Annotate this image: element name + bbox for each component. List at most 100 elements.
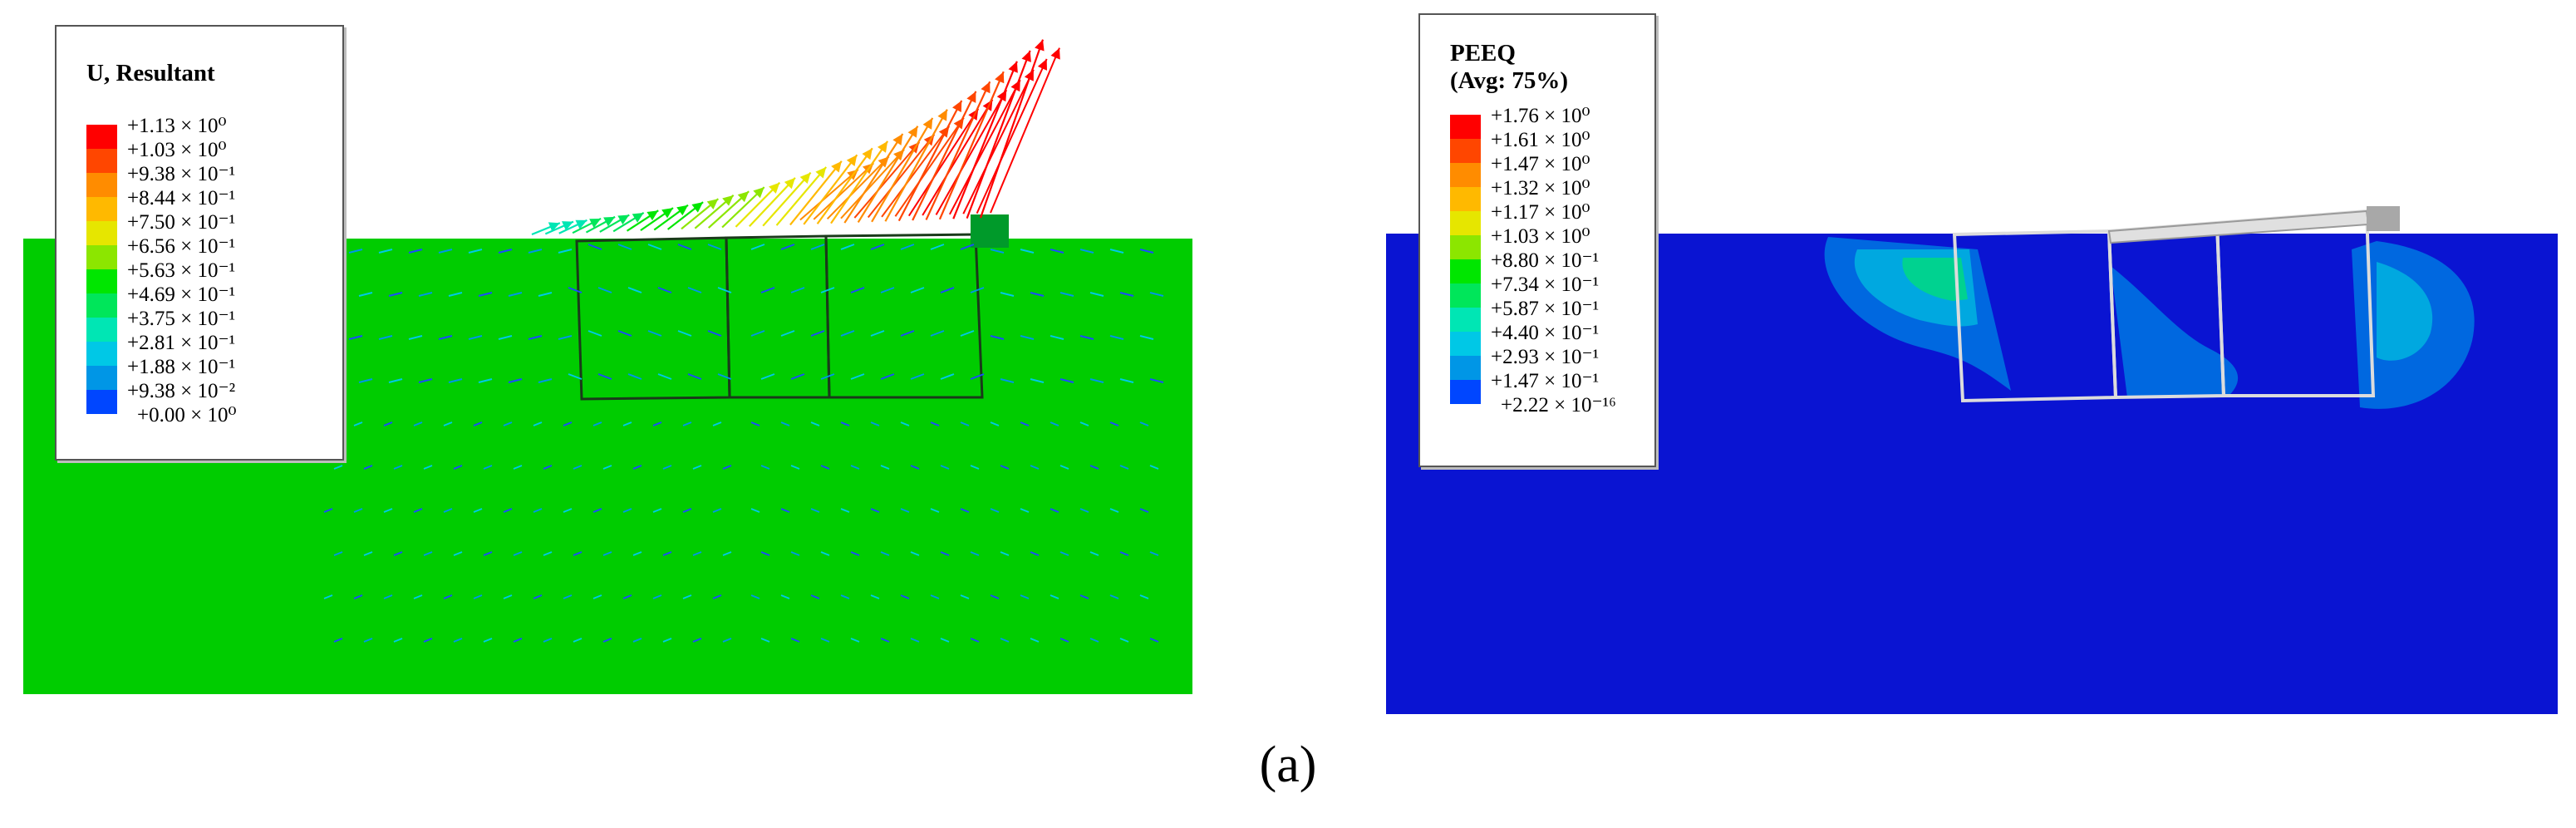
vector-arrowhead: [1021, 50, 1031, 62]
right-legend-label: +8.80 × 10⁻¹: [1491, 249, 1600, 272]
soil-vector: [323, 594, 333, 599]
soil-vector: [503, 421, 513, 426]
soil-vector: [820, 465, 830, 470]
soil-vector: [960, 330, 975, 337]
left-legend-label: +7.50 × 10⁻¹: [127, 210, 236, 234]
soil-vector: [333, 465, 343, 470]
soil-vector: [910, 638, 920, 643]
displacement-vector: [871, 117, 934, 223]
soil-vector: [602, 551, 612, 556]
soil-vector: [840, 508, 850, 513]
soil-vector: [1149, 378, 1164, 383]
displacement-vector: [762, 171, 812, 227]
soil-vector: [1149, 292, 1164, 297]
left-legend: U, Resultant +1.13 × 10⁰ +1.03 × 10⁰ +9.38…: [55, 25, 344, 461]
soil-vector: [453, 638, 463, 643]
soil-vector: [1059, 551, 1069, 556]
soil-vector: [1079, 594, 1089, 599]
soil-vector: [750, 421, 760, 426]
vector-arrowhead: [966, 91, 976, 103]
soil-vector: [418, 378, 433, 383]
soil-vector: [880, 465, 890, 470]
figure-caption: (a): [1259, 737, 1317, 793]
left-legend-label: +1.13 × 10⁰: [127, 114, 227, 137]
soil-vector: [323, 508, 333, 513]
vector-arrowhead: [1037, 58, 1047, 71]
soil-vector: [563, 508, 573, 513]
right-legend-label: +4.40 × 10⁻¹: [1491, 321, 1600, 344]
soil-vector: [1000, 292, 1015, 297]
displacement-vector: [826, 155, 890, 219]
soil-vector: [543, 551, 553, 556]
soil-vector: [383, 421, 393, 426]
soil-vector: [760, 551, 770, 556]
vector-arrowhead: [769, 182, 780, 194]
soil-vector: [880, 551, 890, 556]
soil-vector: [423, 465, 433, 470]
soil-vector: [820, 287, 835, 293]
soil-vector: [1079, 335, 1094, 340]
soil-vector: [712, 508, 722, 513]
left-legend-entry: +1.88 × 10⁻¹: [86, 356, 235, 390]
vector-arrowhead: [995, 71, 1005, 84]
left-legend-entry: +2.81 × 10⁻¹: [86, 332, 235, 366]
soil-vector: [682, 594, 692, 599]
soil-vector: [760, 638, 770, 643]
soil-vector: [682, 421, 692, 426]
soil-vector: [622, 508, 632, 513]
soil-vector: [990, 421, 1000, 426]
soil-vector: [592, 508, 602, 513]
right-legend-swatch: [1450, 332, 1481, 356]
soil-vector: [573, 551, 583, 556]
left-legend-swatch: [86, 293, 117, 318]
soil-vector: [707, 244, 722, 250]
soil-vector: [657, 373, 672, 380]
soil-vector: [358, 292, 373, 297]
soil-vector: [513, 551, 523, 556]
soil-vector: [602, 465, 612, 470]
soil-vector: [473, 421, 483, 426]
soil-vector: [483, 551, 493, 556]
soil-vector: [1119, 378, 1134, 383]
soil-vector: [1020, 335, 1035, 340]
soil-vector: [960, 244, 975, 250]
right-legend-swatch: [1450, 139, 1481, 163]
soil-vector: [960, 421, 970, 426]
right-legend-entry: +2.93 × 10⁻¹: [1450, 346, 1599, 380]
left-legend-label: +6.56 × 10⁻¹: [127, 234, 236, 258]
soil-vector: [1149, 638, 1159, 643]
soil-vector: [692, 465, 702, 470]
soil-vector: [627, 287, 642, 293]
soil-vector: [1119, 551, 1129, 556]
vector-arrowhead: [1008, 61, 1018, 73]
soil-vector: [1149, 465, 1159, 470]
soil-vector: [1109, 335, 1124, 340]
soil-vector: [790, 551, 800, 556]
soil-vector: [687, 373, 702, 380]
right-legend-entry: +1.47 × 10⁰: [1450, 153, 1590, 187]
soil-vector: [810, 508, 820, 513]
displacement-vector: [881, 126, 951, 218]
soil-vector: [1059, 638, 1069, 643]
vector-arrowhead: [815, 166, 827, 179]
left-legend-entry: +1.03 × 10⁰: [86, 139, 226, 173]
displacement-vector: [789, 160, 843, 226]
soil-vector: [870, 244, 885, 250]
left-legend-entry: +8.44 × 10⁻¹: [86, 187, 235, 221]
right-legend-label: +1.17 × 10⁰: [1491, 200, 1590, 224]
soil-vector: [617, 244, 632, 250]
soil-vector: [662, 465, 672, 470]
soil-vector: [513, 465, 523, 470]
left-legend-swatch: [86, 366, 117, 390]
displacement-vector: [952, 61, 1018, 219]
left-legend-swatch: [86, 197, 117, 221]
soil-vector: [722, 465, 732, 470]
right-legend-entry: +1.32 × 10⁰: [1450, 177, 1590, 211]
left-legend-label: +8.44 × 10⁻¹: [127, 186, 236, 209]
displacement-vector: [813, 162, 875, 220]
soil-vector: [677, 330, 692, 337]
soil-vector: [1000, 551, 1010, 556]
soil-vector: [850, 287, 865, 293]
soil-vector: [850, 373, 865, 380]
vector-arrowhead: [831, 160, 842, 173]
